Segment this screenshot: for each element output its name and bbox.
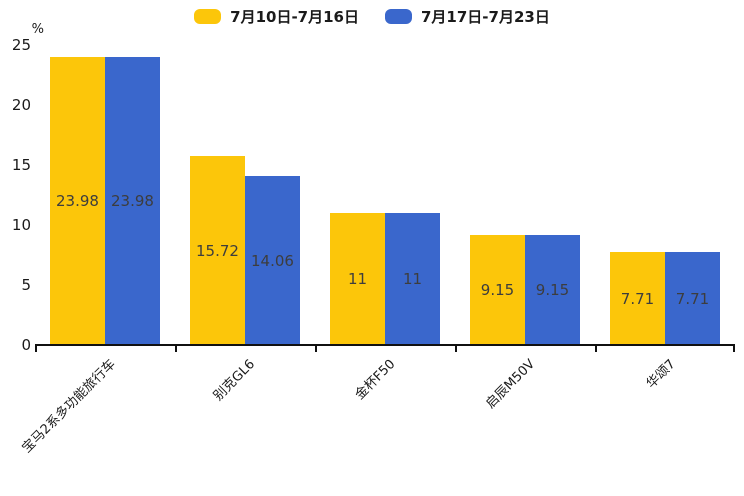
bar-value-label: 14.06 [251, 251, 294, 270]
bar-value-label: 9.15 [535, 281, 570, 300]
x-tick [455, 346, 457, 352]
bar [105, 57, 160, 345]
x-axis-line [35, 344, 735, 346]
bar-value-label: 11 [402, 270, 423, 288]
x-tick [35, 346, 37, 352]
y-tick-label: 15 [11, 156, 31, 174]
y-tick-label: 5 [21, 276, 31, 294]
bar [665, 252, 720, 345]
bar-value-label: 7.71 [675, 289, 710, 308]
bar-value-label: 7.71 [620, 289, 655, 308]
legend-item: 7月17日-7月23日 [385, 6, 550, 27]
bar [50, 57, 105, 345]
y-axis-unit-label: % [31, 22, 44, 37]
bar [190, 156, 245, 345]
x-tick [315, 346, 317, 352]
bar [525, 235, 580, 345]
x-category-label: 金杯F50 [352, 356, 399, 403]
y-tick-label: 10 [11, 216, 31, 234]
legend-swatch-icon [385, 9, 412, 24]
x-category-label: 华颂7 [643, 356, 679, 392]
bar-value-label: 23.98 [56, 192, 99, 211]
chart-legend: 7月10日-7月16日 7月17日-7月23日 [0, 6, 744, 27]
bar [330, 213, 385, 345]
y-tick-label: 25 [11, 36, 31, 54]
legend-swatch-icon [194, 9, 222, 24]
y-tick-label: 20 [11, 96, 31, 114]
bar [470, 235, 525, 345]
bar-value-label: 23.98 [111, 192, 154, 211]
legend-label: 7月10日-7月16日 [230, 8, 359, 26]
bar [245, 176, 300, 345]
legend-item: 7月10日-7月16日 [194, 6, 359, 27]
bar [610, 252, 665, 345]
x-tick [175, 346, 177, 352]
y-tick-label: 0 [21, 336, 31, 354]
x-category-label: 别克GL6 [211, 356, 259, 404]
x-category-label: 宝马2系多功能旅行车 [19, 356, 119, 457]
bar-value-label: 15.72 [196, 241, 239, 260]
bar-value-label: 11 [347, 270, 368, 288]
x-tick [733, 346, 735, 352]
x-tick [595, 346, 597, 352]
legend-label: 7月17日-7月23日 [421, 8, 550, 26]
x-category-label: 启辰M50V [483, 356, 539, 412]
bar-value-label: 9.15 [480, 281, 515, 300]
bar [385, 213, 440, 345]
